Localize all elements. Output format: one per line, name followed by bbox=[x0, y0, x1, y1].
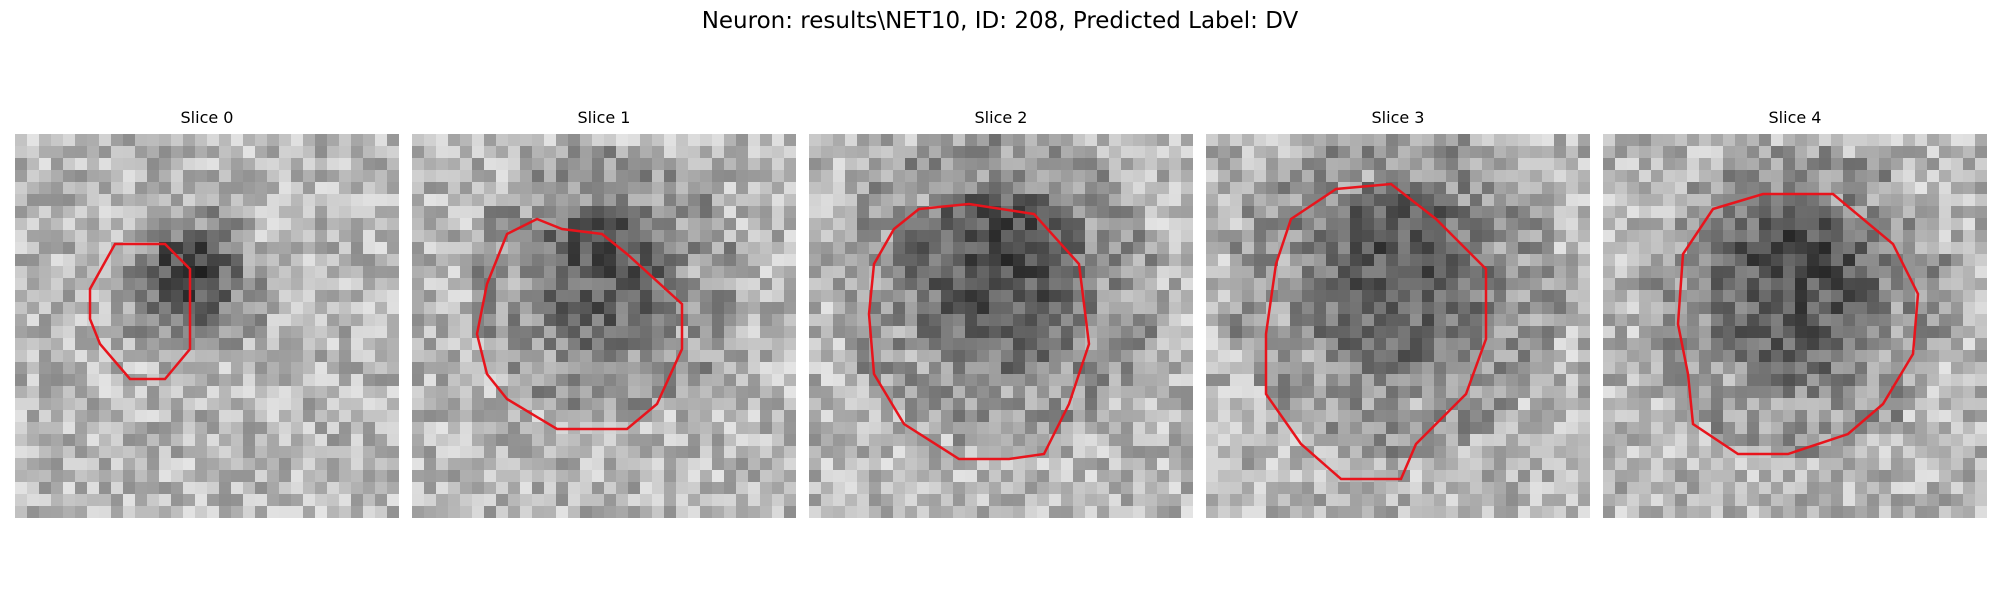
slice-title: Slice 3 bbox=[1371, 108, 1425, 127]
roi-contour bbox=[475, 217, 684, 431]
contour-outline bbox=[1264, 182, 1488, 481]
grayscale-slice-image bbox=[412, 134, 796, 518]
slice-image-panel bbox=[15, 134, 399, 518]
grayscale-slice-image bbox=[15, 134, 399, 518]
slice-title: Slice 0 bbox=[180, 108, 234, 127]
slice-image-panel bbox=[1603, 134, 1987, 518]
slice-image-panel bbox=[1206, 134, 1590, 518]
roi-contour bbox=[1676, 192, 1920, 456]
slice-title: Slice 2 bbox=[974, 108, 1028, 127]
contour-outline bbox=[475, 217, 684, 431]
contour-outline bbox=[1676, 192, 1920, 456]
slice-title: Slice 1 bbox=[577, 108, 631, 127]
slice-title: Slice 4 bbox=[1768, 108, 1822, 127]
contour-outline bbox=[88, 242, 192, 381]
slice-image-panel bbox=[809, 134, 1193, 518]
slice-image-panel bbox=[412, 134, 796, 518]
grayscale-slice-image bbox=[1206, 134, 1590, 518]
grayscale-slice-image bbox=[1603, 134, 1987, 518]
grayscale-slice-image bbox=[809, 134, 1193, 518]
figure-title: Neuron: results\NET10, ID: 208, Predicte… bbox=[701, 8, 1299, 34]
roi-contour bbox=[88, 242, 192, 381]
roi-contour bbox=[1264, 182, 1488, 481]
roi-contour bbox=[867, 202, 1091, 461]
contour-outline bbox=[867, 202, 1091, 461]
